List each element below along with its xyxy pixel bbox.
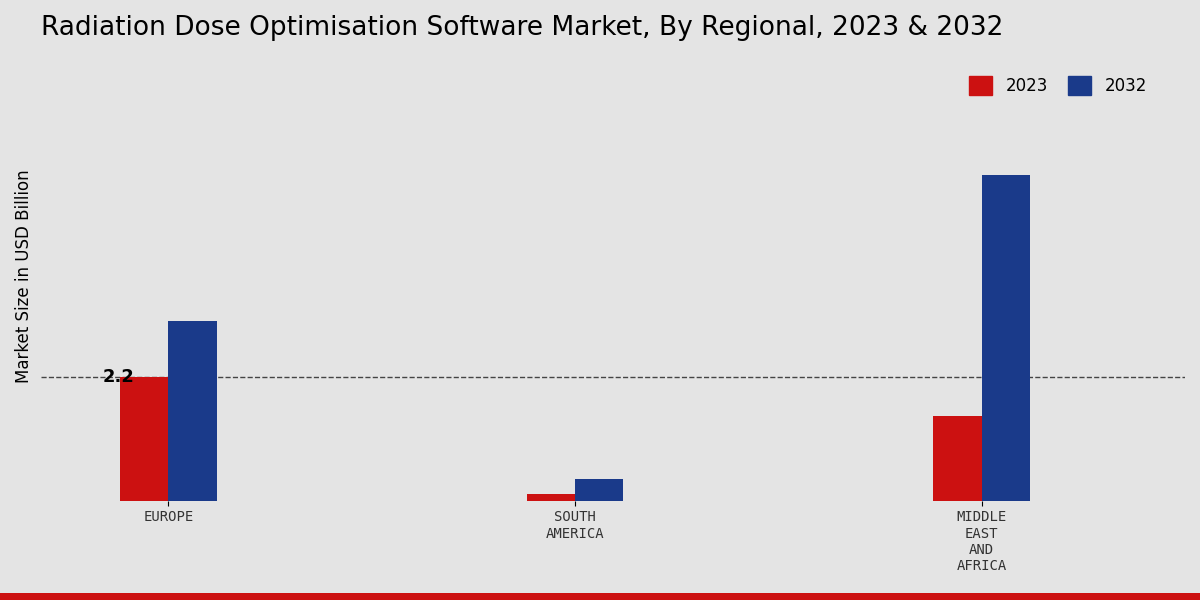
Bar: [168, 321, 217, 500]
Bar: [982, 175, 1030, 500]
Y-axis label: Market Size in USD Billion: Market Size in USD Billion: [14, 169, 34, 383]
Legend: 2023, 2032: 2023, 2032: [962, 69, 1153, 101]
Text: 2.2: 2.2: [102, 368, 134, 386]
Text: Radiation Dose Optimisation Software Market, By Regional, 2023 & 2032: Radiation Dose Optimisation Software Mar…: [41, 15, 1003, 41]
Bar: [575, 479, 623, 500]
Bar: [120, 377, 168, 500]
Bar: [934, 416, 982, 500]
Bar: [527, 494, 575, 500]
